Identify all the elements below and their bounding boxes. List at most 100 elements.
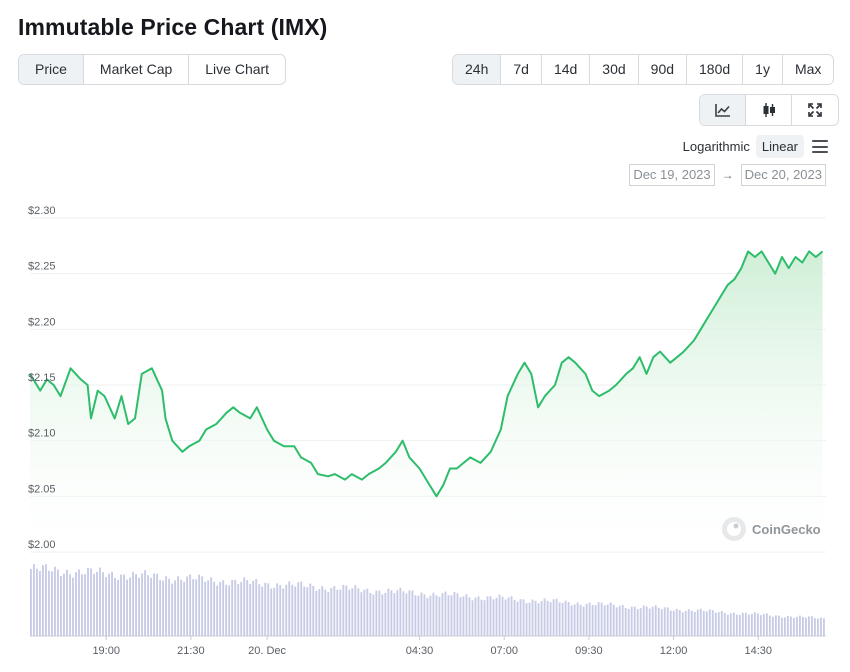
volume-bar (720, 611, 723, 636)
volume-bar (363, 589, 366, 636)
volume-bar (132, 571, 134, 636)
volume-bar (309, 583, 312, 636)
candlestick-button[interactable] (746, 95, 792, 125)
volume-bar (522, 599, 525, 636)
date-from-input[interactable]: Dec 19, 2023 (629, 164, 715, 186)
range-180d[interactable]: 180d (687, 55, 744, 84)
volume-bar (354, 585, 357, 636)
volume-bar (261, 586, 264, 636)
volume-bar (576, 602, 579, 636)
volume-bar (48, 570, 50, 636)
x-tick-label: 19:00 (92, 645, 120, 657)
coingecko-watermark: CoinGecko (722, 517, 821, 541)
volume-bar (609, 602, 612, 636)
volume-bar (345, 585, 348, 636)
volume-bar (450, 595, 453, 636)
volume-bar (633, 606, 636, 636)
volume-bar (459, 597, 462, 636)
y-tick-label: $2.25 (28, 261, 56, 273)
volume-bar (93, 573, 95, 636)
volume-bar (300, 581, 303, 636)
volume-bar (678, 610, 681, 636)
scale-linear[interactable]: Linear (755, 135, 804, 158)
volume-bar (579, 604, 582, 636)
volume-bar (519, 599, 522, 636)
volume-bar (657, 607, 660, 636)
volume-bar (333, 586, 336, 636)
page-title: Immutable Price Chart (IMX) (18, 14, 328, 40)
tab-live-chart[interactable]: Live Chart (205, 61, 270, 77)
volume-bar (432, 592, 435, 636)
volume-bar (159, 580, 162, 636)
scale-logarithmic[interactable]: Logarithmic (682, 139, 750, 154)
volume-bar (342, 585, 345, 636)
scale-selector: Logarithmic Linear (677, 135, 828, 158)
y-tick-label: $2.20 (28, 316, 56, 328)
volume-bar (804, 617, 807, 636)
range-1y[interactable]: 1y (743, 55, 783, 84)
range-90d[interactable]: 90d (639, 55, 688, 84)
volume-bar (558, 602, 561, 636)
price-area (30, 251, 823, 552)
volume-bar (507, 597, 510, 636)
volume-bar (474, 597, 477, 636)
volume-bar (270, 588, 273, 636)
volume-bar (336, 589, 339, 636)
line-chart-button[interactable] (700, 95, 746, 125)
volume-bar (72, 577, 74, 636)
volume-bar (615, 607, 618, 636)
volume-bar (603, 605, 606, 636)
tab-price[interactable]: Price (19, 55, 84, 84)
range-7d[interactable]: 7d (501, 55, 542, 84)
volume-bar (360, 592, 363, 636)
range-max[interactable]: Max (794, 61, 822, 77)
volume-bar (552, 599, 555, 636)
volume-bar (348, 589, 351, 636)
volume-bar (630, 606, 633, 636)
volume-bar (381, 594, 384, 636)
volume-bar (414, 595, 417, 636)
volume-bar (654, 605, 657, 636)
volume-bar (705, 611, 708, 636)
range-24h[interactable]: 24h (453, 55, 502, 84)
range-14d[interactable]: 14d (542, 55, 591, 84)
volume-bar (198, 574, 201, 636)
volume-bar (567, 602, 570, 636)
volume-bar (192, 579, 195, 636)
volume-bar (312, 585, 315, 636)
volume-bar (783, 617, 786, 636)
volume-bar (669, 610, 672, 636)
volume-bar (627, 609, 630, 636)
y-tick-label: $2.10 (28, 428, 56, 440)
volume-bar (504, 599, 507, 636)
volume-bar (228, 585, 231, 636)
volume-bar (492, 599, 495, 636)
y-tick-label: $2.05 (28, 483, 56, 495)
price-line (29, 250, 824, 498)
fullscreen-button[interactable] (792, 95, 838, 125)
tab-market-cap[interactable]: Market Cap (84, 55, 190, 84)
menu-icon[interactable] (812, 140, 828, 153)
volume-bar (471, 600, 474, 636)
x-tick-label: 12:00 (660, 645, 688, 657)
volume-bar (156, 573, 159, 636)
range-30d[interactable]: 30d (590, 55, 639, 84)
volume-bar (624, 608, 627, 636)
volume-bar (234, 579, 237, 636)
volume-bar (117, 579, 119, 636)
volume-bar (150, 577, 153, 636)
volume-bar (123, 574, 125, 636)
volume-bar (297, 582, 300, 636)
volume-bar (501, 596, 504, 636)
volume-bar (768, 615, 771, 636)
volume-bar (714, 612, 717, 636)
volume-bar (666, 607, 669, 636)
volume-bar (315, 590, 318, 636)
volume-bar (276, 583, 279, 636)
volume-bar (777, 615, 780, 636)
volume-bar (555, 598, 558, 636)
volume-bar (36, 568, 38, 636)
date-to-input[interactable]: Dec 20, 2023 (740, 164, 826, 186)
volume-bar (84, 574, 86, 636)
